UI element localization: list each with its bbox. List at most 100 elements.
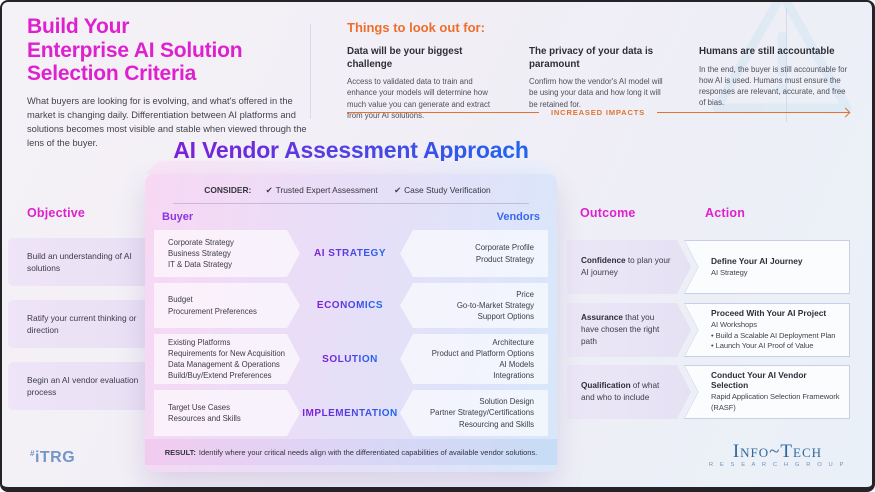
infotech-wordmark: Info~Tech xyxy=(732,441,823,462)
action-item-lines: AI Strategy xyxy=(711,267,748,277)
vendor-item: Price Go-to-Market Strategy Support Option… xyxy=(400,283,548,328)
lookout-item-title: Humans are still accountable xyxy=(699,46,835,57)
objective-item-text: Build an understanding of AI solutions xyxy=(27,250,132,273)
objective-item: Build an understanding of AI solutions xyxy=(8,238,150,286)
consider-item-text: Case Study Verification xyxy=(404,185,491,195)
outcome-item: Qualification of what and who to include xyxy=(567,365,691,419)
buyer-vendor-headers: Buyer Vendors xyxy=(162,211,540,223)
action-header: Action xyxy=(705,206,746,220)
assessment-rows: Corporate Strategy Business Strategy IT & … xyxy=(154,230,548,436)
top-section-divider xyxy=(310,24,311,119)
outcome-header: Outcome xyxy=(580,206,636,220)
outcome-item-text: Confidence to plan your AI journey xyxy=(581,256,671,277)
impacts-arrow-right xyxy=(657,112,850,113)
category-label: IMPLEMENTATION xyxy=(302,407,398,419)
category-cell: SOLUTION xyxy=(300,334,400,384)
result-label: RESULT: xyxy=(164,447,196,457)
result-text: Identify where your critical needs align… xyxy=(198,447,538,457)
objective-item-text: Ratify your current thinking or directio… xyxy=(27,312,137,335)
action-item: Conduct Your AI Vendor Selection Rapid A… xyxy=(684,365,850,419)
action-item-lines: AI Workshops • Build a Scalable AI Deploy… xyxy=(711,319,836,351)
buyer-item: Corporate Strategy Business Strategy IT & … xyxy=(154,230,300,277)
panel-top-face xyxy=(145,161,557,174)
result-bar: RESULT: Identify where your critical nee… xyxy=(145,439,557,465)
vendor-item: Architecture Product and Platform Options… xyxy=(400,334,548,384)
page-subtitle: What buyers are looking for is evolving,… xyxy=(27,96,307,149)
consider-item: ✔ Case Study Verification xyxy=(394,185,491,195)
outcome-item: Assurance that you have chosen the right… xyxy=(567,303,691,357)
checkmark-icon: ✔ xyxy=(265,185,273,195)
consider-row: CONSIDER: ✔ Trusted Expert Assessment ✔ Ca… xyxy=(145,185,557,195)
lookout-item-body: In the end, the buyer is still accountab… xyxy=(699,64,848,108)
infotech-logo: Info~Tech R E S E A R C H G R O U P xyxy=(709,442,846,468)
action-item: Define Your AI Journey AI Strategy xyxy=(684,240,850,294)
lookout-item-title: Data will be your biggest challenge xyxy=(347,46,463,70)
action-item-title: Define Your AI Journey xyxy=(711,255,803,266)
itrg-logo-mark: # xyxy=(30,449,35,458)
action-item-title: Proceed With Your AI Project xyxy=(711,307,827,318)
action-item-content: Conduct Your AI Vendor Selection Rapid A… xyxy=(685,366,849,418)
vendor-item: Corporate Profile Product Strategy xyxy=(400,230,548,277)
itrg-logo-text: iTRG xyxy=(34,449,76,466)
page-title-line: Enterprise AI Solution xyxy=(27,38,243,62)
action-item: Proceed With Your AI Project AI Workshop… xyxy=(684,303,850,357)
vendors-header: Vendors xyxy=(496,211,540,223)
objective-item-text: Begin an AI vendor evaluation process xyxy=(27,374,139,397)
page-title-line: Selection Criteria xyxy=(27,62,197,86)
assessment-row: Target Use Cases Resources and Skills IMP… xyxy=(154,390,548,436)
outcome-item-text: Assurance that you have chosen the right… xyxy=(581,313,660,346)
panel-divider xyxy=(173,203,529,204)
action-item-content: Proceed With Your AI Project AI Workshop… xyxy=(685,304,849,356)
checkmark-icon: ✔ xyxy=(394,185,402,195)
warning-triangle-watermark xyxy=(712,2,852,113)
outcome-item: Confidence to plan your AI journey xyxy=(567,240,691,294)
itrg-logo: #iTRG xyxy=(30,449,75,467)
category-cell: IMPLEMENTATION xyxy=(300,390,400,436)
diagram-title: AI Vendor Assessment Approach xyxy=(145,137,557,164)
outcome-item-text: Qualification of what and who to include xyxy=(581,381,660,402)
objective-header: Objective xyxy=(27,206,86,220)
action-item-lines: Rapid Application Selection Framework (R… xyxy=(711,392,840,412)
buyer-item: Budget Procurement Preferences xyxy=(154,283,300,328)
action-item-title: Conduct Your AI Vendor Selection xyxy=(711,370,807,391)
action-item-content: Define Your AI Journey AI Strategy xyxy=(685,241,849,293)
category-label: ECONOMICS xyxy=(316,300,384,311)
lookout-section: Things to look out for: Data will be you… xyxy=(347,20,849,121)
lookout-item: The privacy of your data is paramount Co… xyxy=(529,46,667,121)
objective-item: Begin an AI vendor evaluation process xyxy=(8,362,150,410)
top-right-divider xyxy=(786,8,787,122)
header: Build Your Enterprise AI Solution Select… xyxy=(27,15,311,161)
category-cell: AI STRATEGY xyxy=(300,230,400,277)
lookout-item-title: The privacy of your data is paramount xyxy=(529,46,654,70)
objective-item: Ratify your current thinking or directio… xyxy=(8,300,150,348)
assessment-row: Corporate Strategy Business Strategy IT & … xyxy=(154,230,548,277)
increased-impacts-axis: INCREASED IMPACTS xyxy=(347,108,850,117)
page-title-line: Build Your xyxy=(27,15,130,38)
consider-item-text: Trusted Expert Assessment xyxy=(275,185,378,195)
category-label: AI STRATEGY xyxy=(314,248,386,259)
impacts-line-left xyxy=(347,112,539,113)
lookout-item: Humans are still accountable In the end,… xyxy=(699,46,849,121)
infotech-subtext: R E S E A R C H G R O U P xyxy=(708,461,846,468)
lookout-item: Data will be your biggest challenge Acce… xyxy=(347,46,497,121)
assessment-row: Budget Procurement Preferences ECONOMICS … xyxy=(154,283,548,328)
vendor-item: Solution Design Partner Strategy/Certific… xyxy=(400,390,548,436)
buyer-item: Target Use Cases Resources and Skills xyxy=(154,390,300,436)
lookout-item-body: Confirm how the vendor's AI model will b… xyxy=(529,77,663,109)
lookout-columns: Data will be your biggest challenge Acce… xyxy=(347,46,849,121)
page-title: Build Your Enterprise AI Solution Select… xyxy=(27,15,311,86)
category-label: SOLUTION xyxy=(322,353,378,365)
assessment-panel: CONSIDER: ✔ Trusted Expert Assessment ✔ Ca… xyxy=(145,174,557,472)
consider-item: ✔ Trusted Expert Assessment xyxy=(266,185,378,195)
lookout-item-body: Access to validated data to train and en… xyxy=(347,77,491,120)
lookout-heading: Things to look out for: xyxy=(347,20,485,35)
buyer-header: Buyer xyxy=(162,211,194,223)
buyer-item: Existing Platforms Requirements for New A… xyxy=(154,334,300,384)
category-cell: ECONOMICS xyxy=(300,283,400,328)
consider-label: CONSIDER: xyxy=(204,185,252,195)
impacts-label: INCREASED IMPACTS xyxy=(550,108,646,117)
